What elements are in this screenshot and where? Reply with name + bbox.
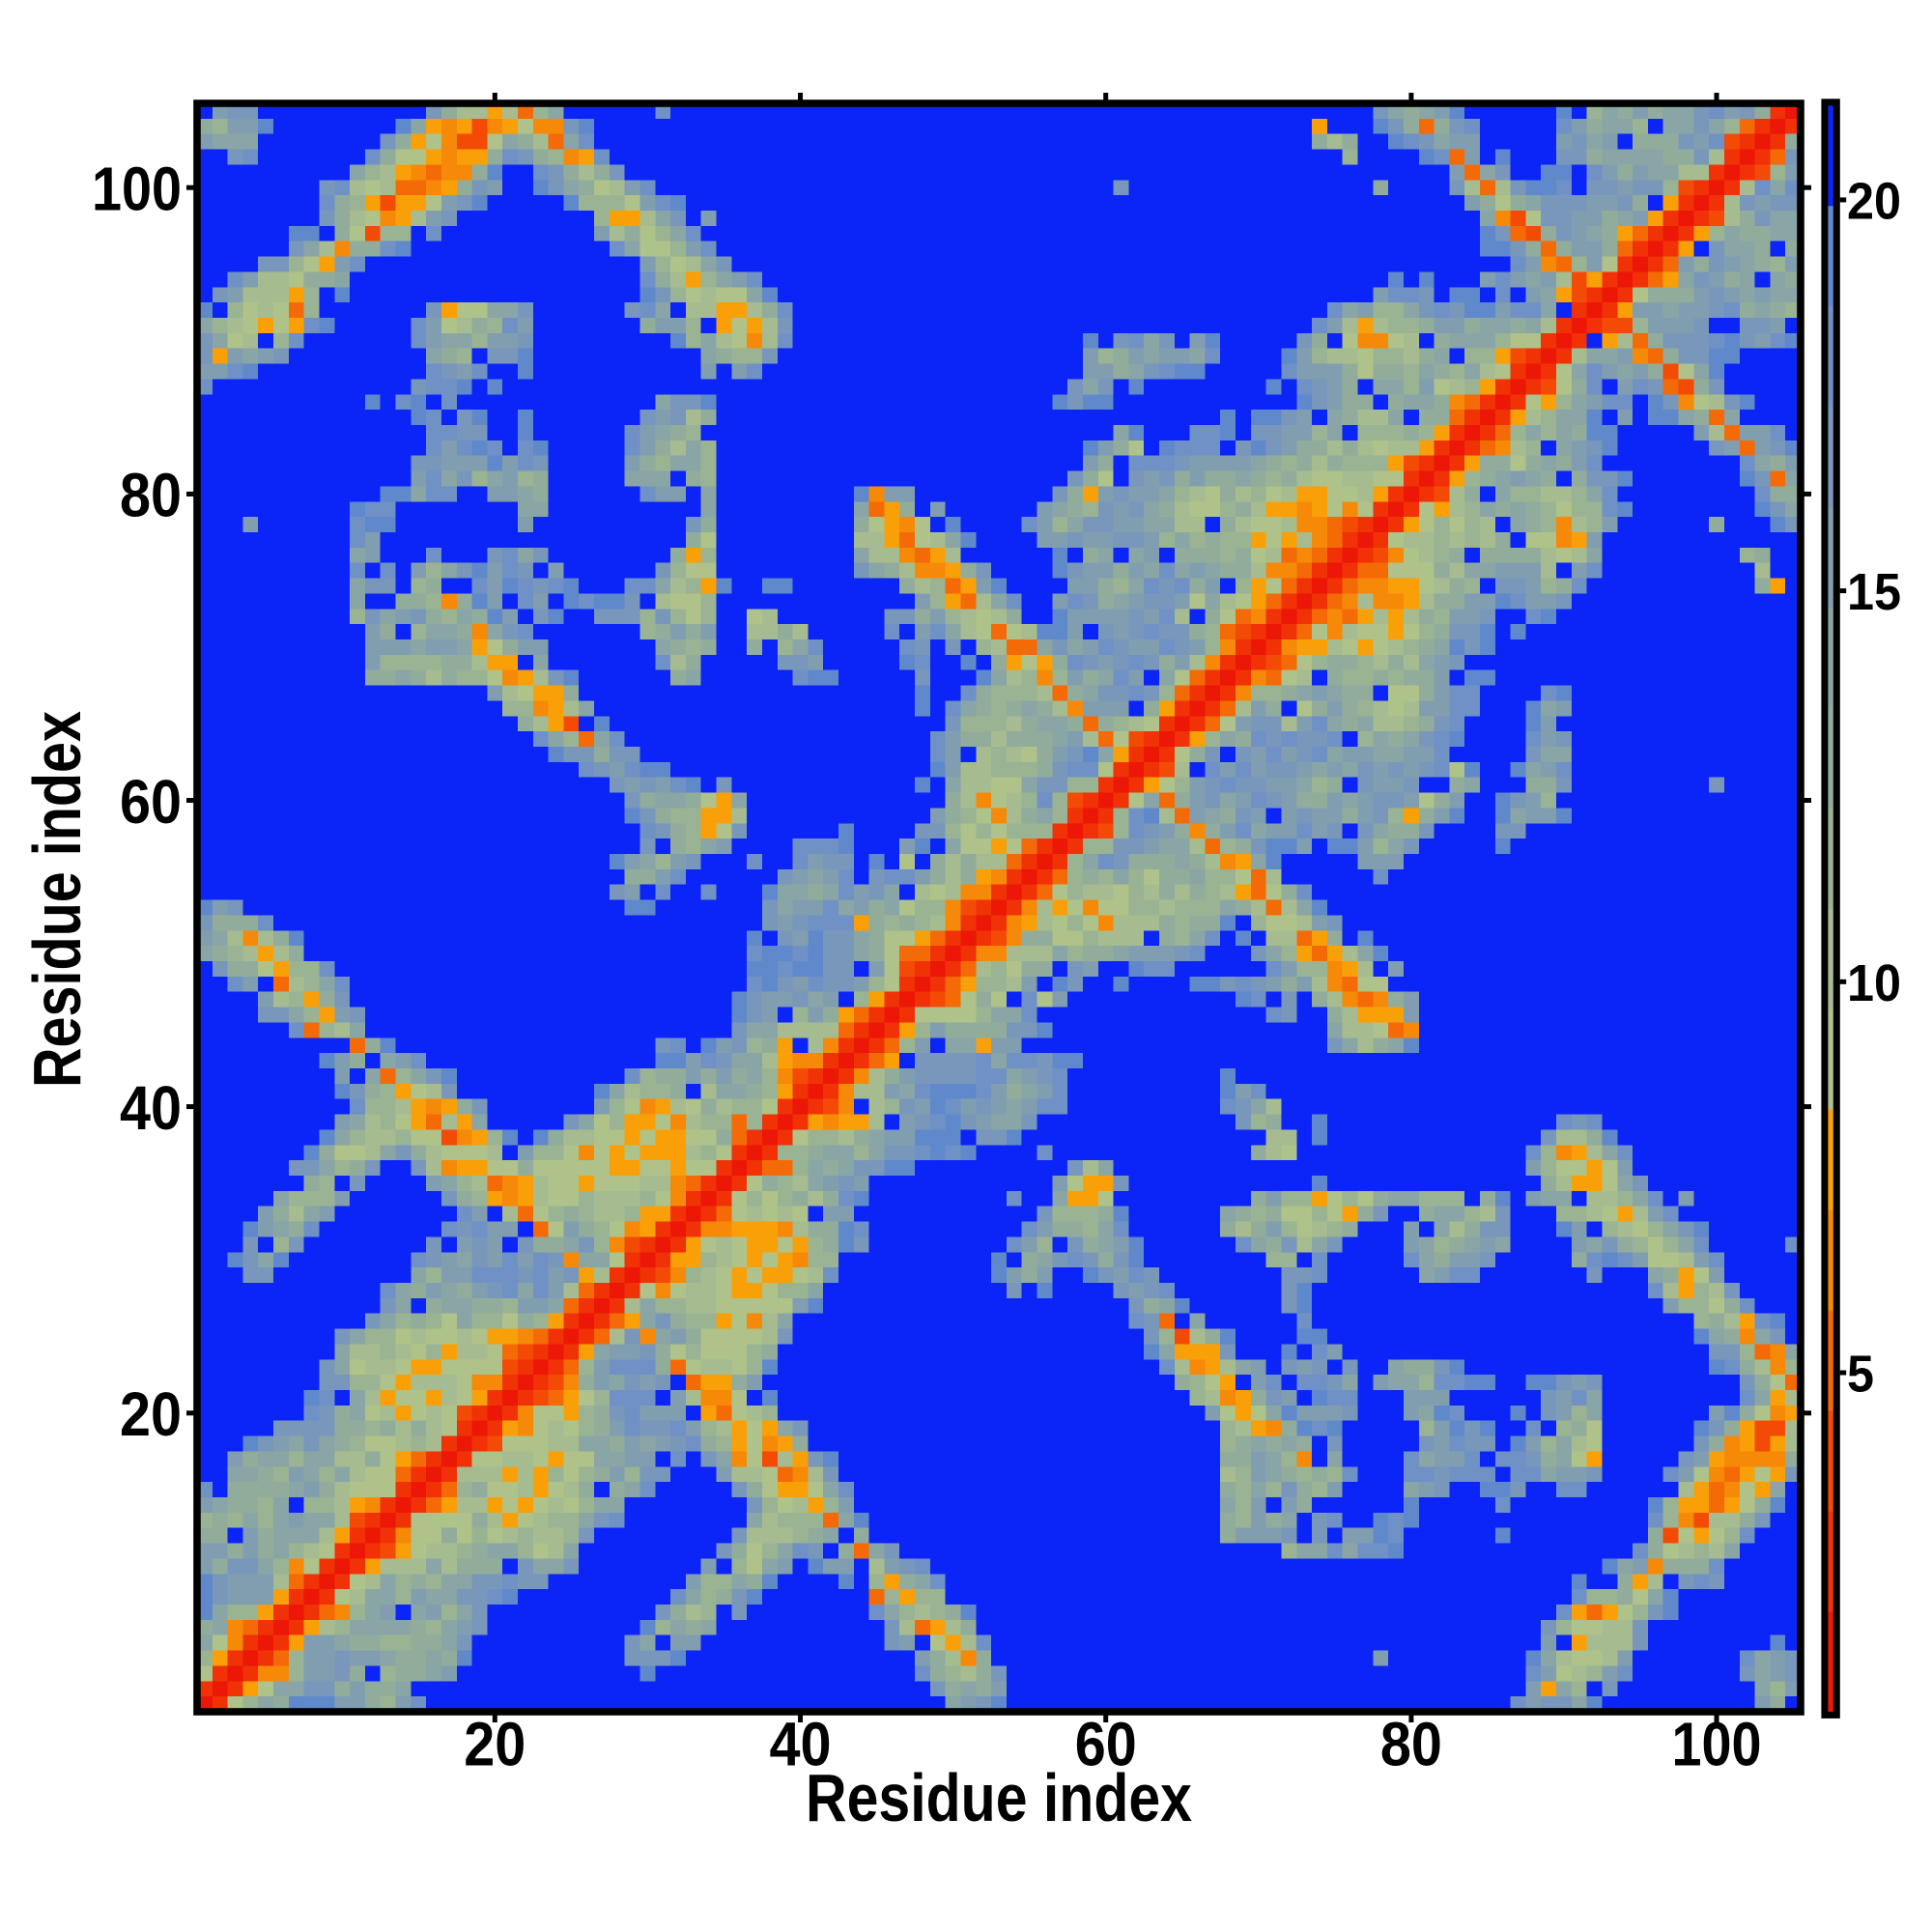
svg-text:Residue index: Residue index bbox=[19, 711, 95, 1088]
svg-text:20: 20 bbox=[120, 1379, 182, 1449]
svg-text:100: 100 bbox=[1672, 1710, 1762, 1779]
svg-text:10: 10 bbox=[1847, 954, 1901, 1012]
svg-text:Residue index: Residue index bbox=[806, 1760, 1192, 1835]
svg-text:20: 20 bbox=[1847, 172, 1901, 230]
svg-text:20: 20 bbox=[464, 1710, 526, 1779]
svg-text:80: 80 bbox=[1380, 1710, 1442, 1779]
svg-text:40: 40 bbox=[120, 1073, 182, 1143]
svg-text:100: 100 bbox=[92, 155, 182, 224]
svg-text:60: 60 bbox=[120, 767, 182, 837]
svg-text:5: 5 bbox=[1847, 1346, 1874, 1404]
svg-text:15: 15 bbox=[1847, 563, 1901, 621]
svg-text:60: 60 bbox=[1075, 1710, 1137, 1779]
svg-text:40: 40 bbox=[770, 1710, 832, 1779]
svg-text:80: 80 bbox=[120, 461, 182, 530]
